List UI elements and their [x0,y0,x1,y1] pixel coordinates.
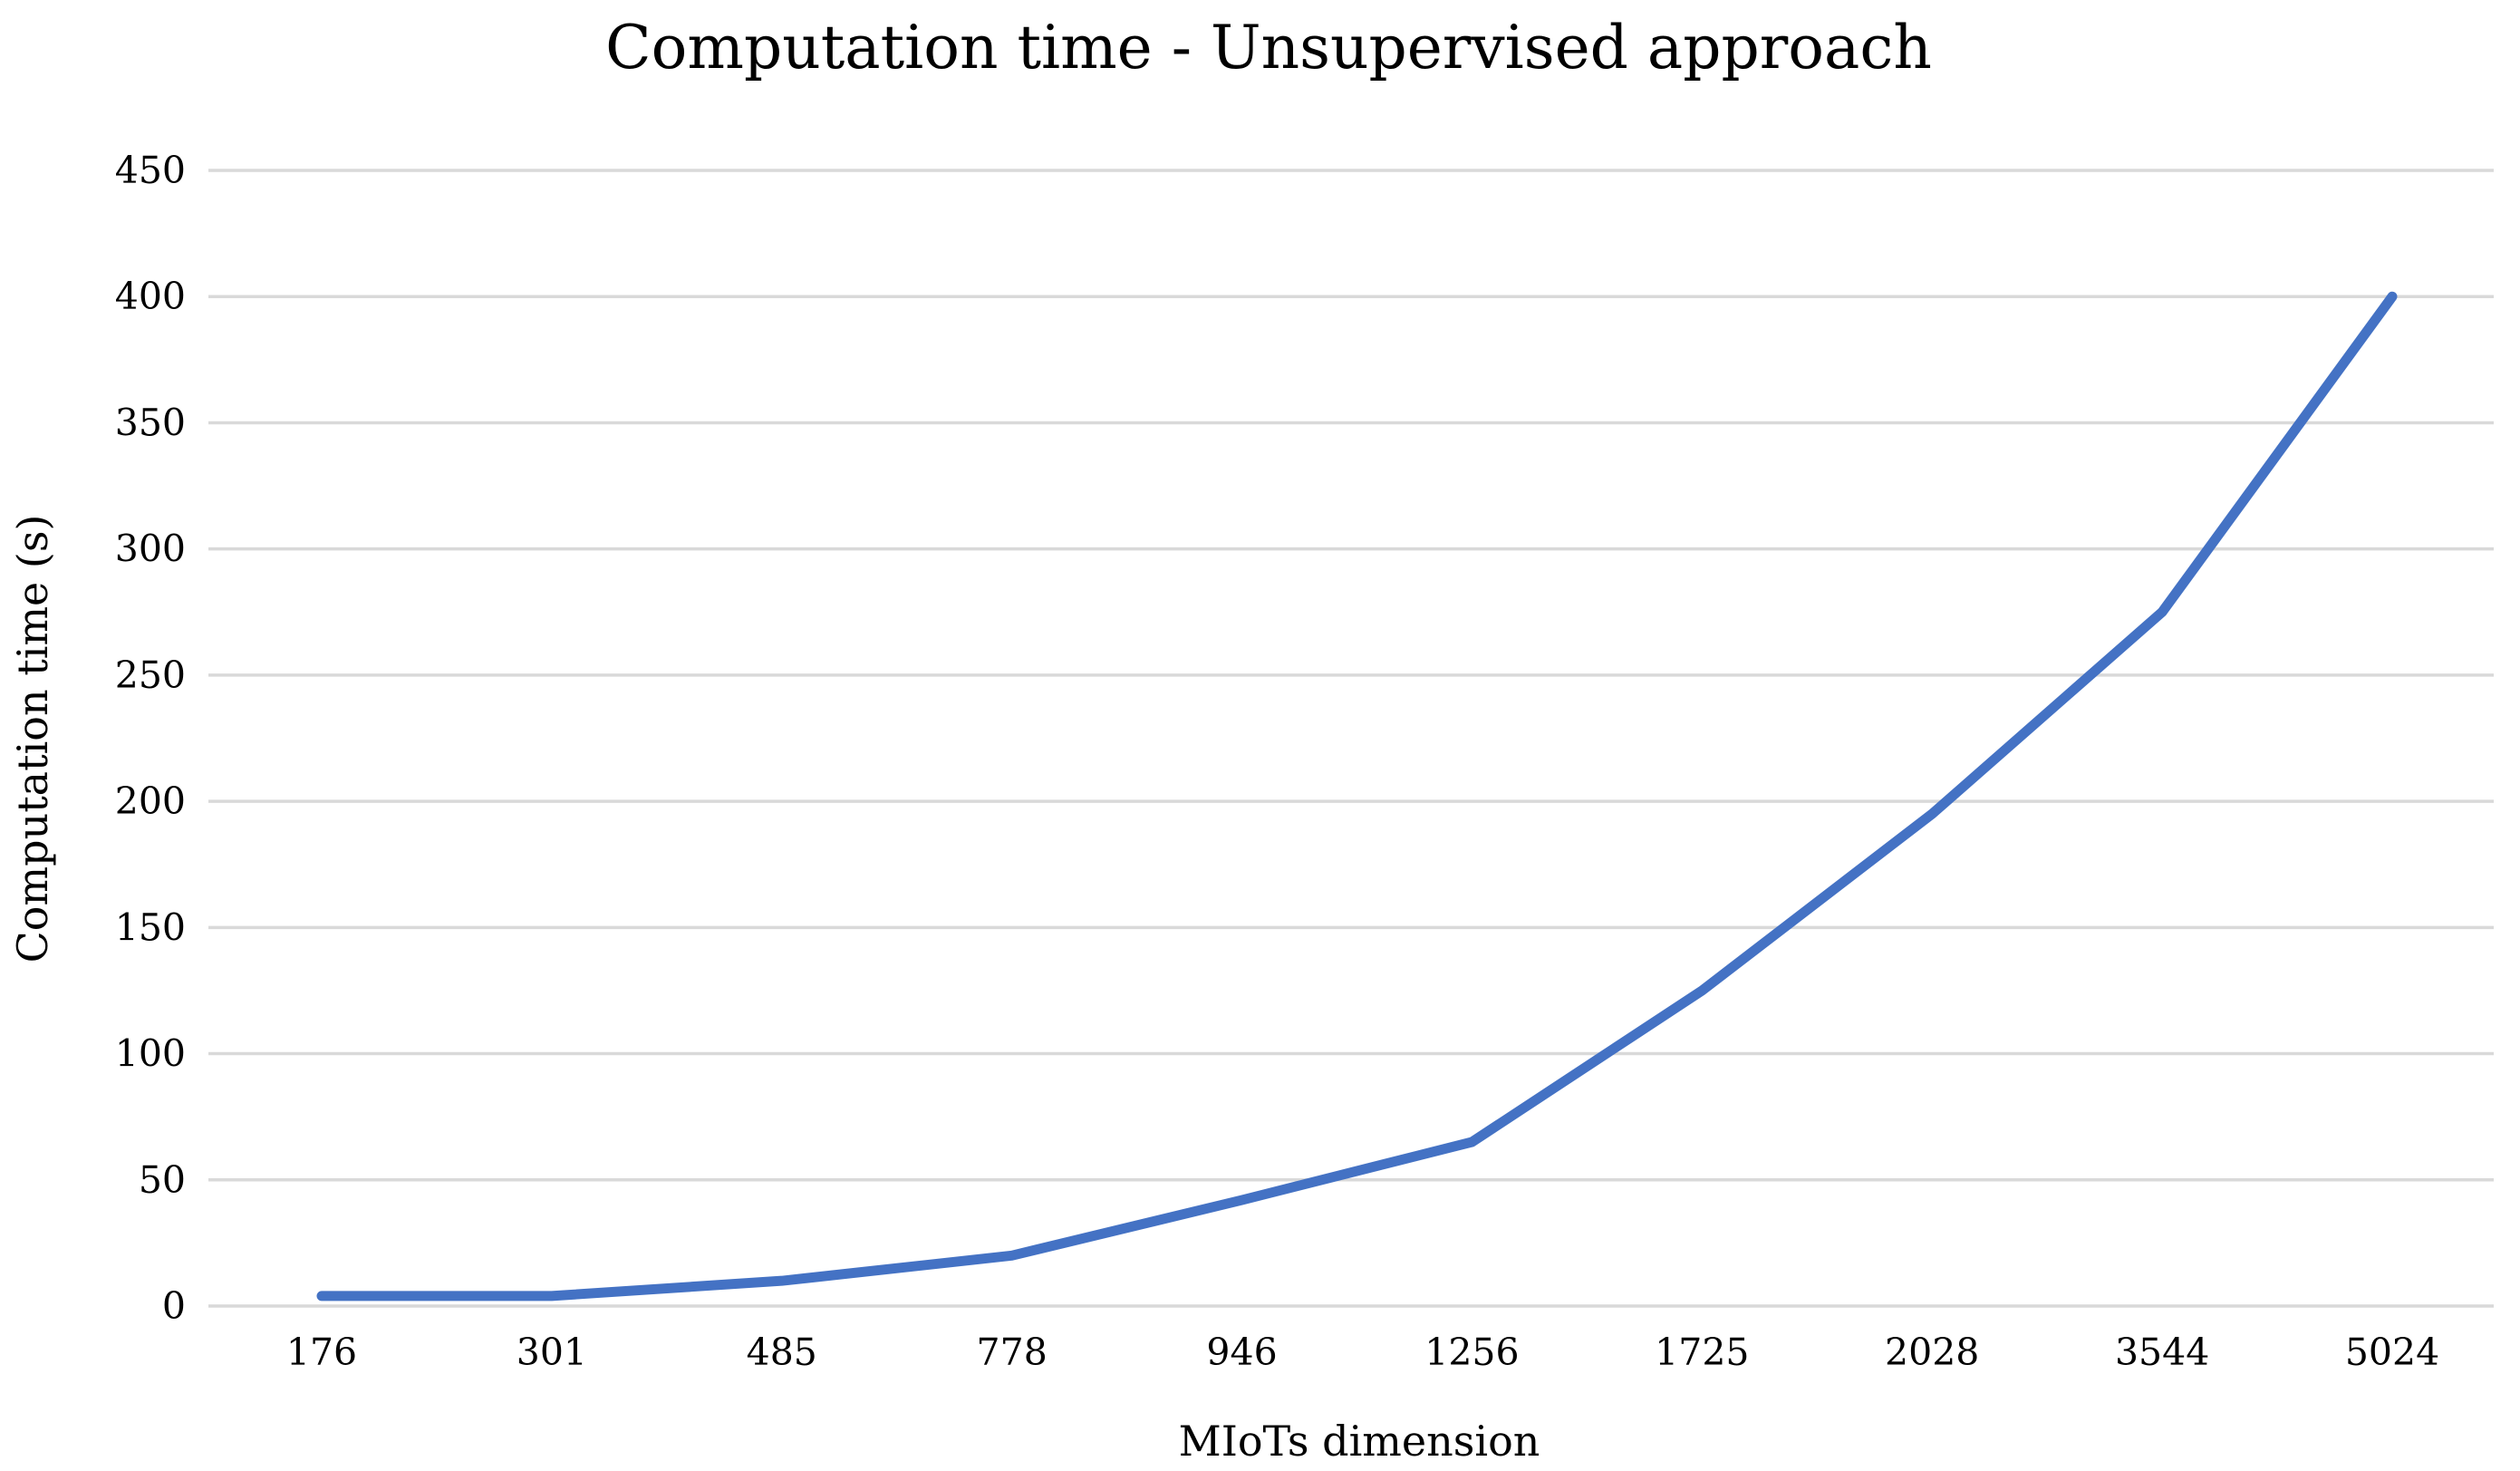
x-tick-label: 1725 [1655,1331,1749,1374]
y-tick-label: 350 [115,401,186,444]
x-tick-label: 485 [747,1331,817,1374]
y-tick-label: 50 [139,1158,186,1202]
x-tick-label: 946 [1206,1331,1277,1374]
chart-title: Computation time - Unsupervised approach [605,13,1932,82]
x-tick-label: 1256 [1424,1331,1519,1374]
y-axis-title: Computation time (s) [8,515,57,963]
x-tick-label: 301 [517,1331,587,1374]
x-tick-label: 2028 [1885,1331,1979,1374]
x-tick-label: 3544 [2115,1331,2209,1374]
x-tick-label: 5024 [2345,1331,2439,1374]
y-tick-label: 100 [115,1032,186,1076]
x-tick-label: 176 [286,1331,357,1374]
x-axis-tick-labels: 176 301 485 778 946 1256 1725 2028 3544 5024 [286,1331,2439,1374]
gridlines [208,169,2494,1308]
y-tick-label: 300 [115,527,186,571]
y-tick-label: 250 [115,653,186,697]
x-tick-label: 778 [977,1331,1048,1374]
y-axis-tick-labels: 0 50 100 150 200 250 300 350 400 450 [115,149,186,1328]
y-tick-label: 200 [115,779,186,823]
y-tick-label: 450 [115,149,186,192]
series-line [316,291,2398,1302]
y-tick-label: 400 [115,275,186,318]
y-tick-label: 150 [115,905,186,949]
y-tick-label: 0 [162,1284,186,1328]
x-axis-title: MIoTs dimension [1179,1417,1540,1466]
